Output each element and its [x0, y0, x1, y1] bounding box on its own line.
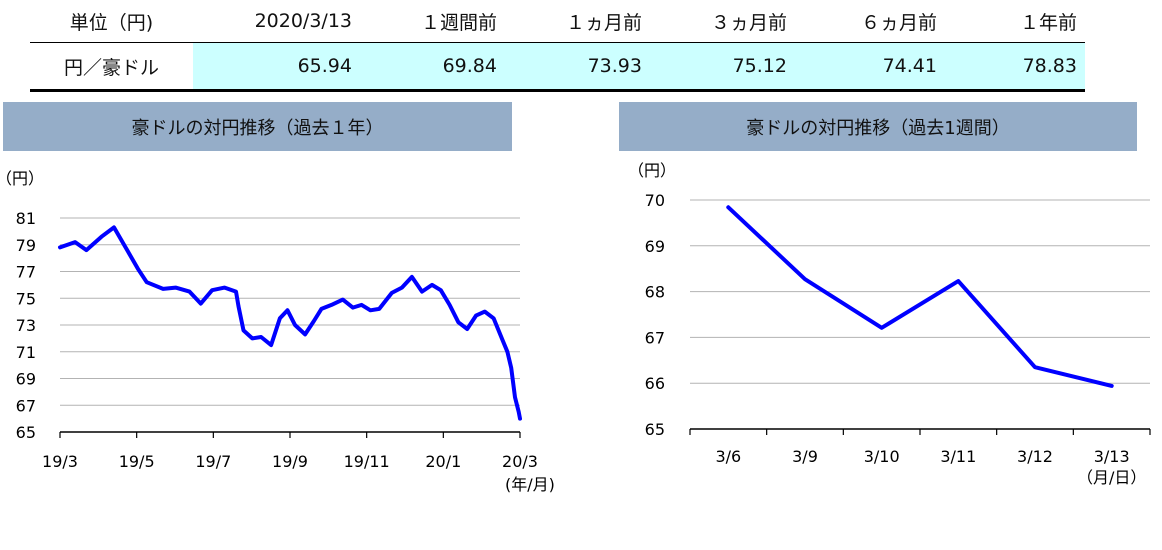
x-tick-label: 19/5 — [119, 452, 155, 471]
table-row-label: 円／豪ドル — [63, 56, 159, 79]
x-axis-unit-label: (年/月) — [505, 475, 555, 494]
y-tick-label: 69 — [645, 237, 665, 256]
y-tick-label: 65 — [645, 420, 665, 439]
x-tick-label: 20/1 — [425, 452, 461, 471]
y-tick-label: 66 — [645, 374, 665, 393]
series-line — [58, 225, 522, 421]
x-tick-label: 3/9 — [792, 447, 818, 466]
table-cell-date: 65.94 — [193, 43, 360, 89]
y-tick-label: 73 — [16, 316, 36, 335]
x-tick-label: 3/13 — [1094, 447, 1130, 466]
y-axis-label: （円） — [628, 161, 676, 180]
y-tick-label: 68 — [645, 283, 665, 302]
y-tick-label: 81 — [16, 209, 36, 228]
chart-1y-title: 豪ドルの対円推移（過去１年） — [3, 102, 512, 151]
y-axis-label: （円） — [0, 169, 44, 188]
chart-1y: （円） 65 67 69 71 73 75 77 79 81 19/3 19/5 19/7 19/9 19/… — [0, 169, 555, 494]
table-cell-1y: 78.83 — [945, 43, 1085, 89]
y-tick-label: 67 — [645, 328, 665, 347]
y-tick-label: 65 — [16, 423, 36, 442]
table-header-1y: １年前 — [1019, 11, 1077, 34]
y-tick-label: 71 — [16, 343, 36, 362]
chart-1w-title: 豪ドルの対円推移（過去1週間） — [619, 102, 1137, 151]
x-axis-unit-label: （月/日） — [1077, 468, 1146, 487]
table-cell-1w: 69.84 — [360, 43, 505, 89]
x-tick-label: 3/10 — [864, 447, 900, 466]
x-tick-label: 20/3 — [502, 452, 538, 471]
table-header-6m: ６ヵ月前 — [860, 11, 937, 34]
table-header-3m: ３ヵ月前 — [710, 11, 787, 34]
table-cell-1m: 73.93 — [505, 43, 650, 89]
table-cell-6m: 74.41 — [795, 43, 945, 89]
table-header-1w: １週間前 — [420, 11, 497, 34]
series-line — [726, 205, 1114, 388]
y-tick-label: 67 — [16, 396, 36, 415]
y-tick-label: 77 — [16, 263, 36, 282]
table-cell-3m: 75.12 — [650, 43, 795, 89]
x-tick-label: 3/11 — [940, 447, 976, 466]
table-header-unit: 単位（円) — [69, 11, 154, 34]
table-header-date: 2020/3/13 — [254, 10, 352, 32]
y-tick-label: 70 — [645, 191, 665, 210]
chart-1w: （円） 65 66 67 68 69 70 3/6 3/9 3/10 3/11 3/12 3/13 （月/… — [628, 161, 1151, 487]
table-header-1m: １ヵ月前 — [565, 11, 642, 34]
x-tick-label: 19/3 — [42, 452, 78, 471]
table-row: 円／豪ドル 65.94 69.84 73.93 75.12 74.41 78.8… — [30, 43, 1085, 92]
x-tick-label: 19/11 — [344, 452, 390, 471]
rate-table: 単位（円) 2020/3/13 １週間前 １ヵ月前 ３ヵ月前 ６ヵ月前 １年前 … — [30, 0, 1085, 92]
y-tick-label: 69 — [16, 370, 36, 389]
x-tick-label: 19/9 — [272, 452, 308, 471]
y-tick-label: 79 — [16, 236, 36, 255]
x-tick-label: 3/6 — [715, 447, 741, 466]
table-header-row: 単位（円) 2020/3/13 １週間前 １ヵ月前 ３ヵ月前 ６ヵ月前 １年前 — [30, 0, 1085, 43]
x-tick-label: 19/7 — [195, 452, 231, 471]
y-tick-label: 75 — [16, 289, 36, 308]
x-tick-label: 3/12 — [1017, 447, 1053, 466]
